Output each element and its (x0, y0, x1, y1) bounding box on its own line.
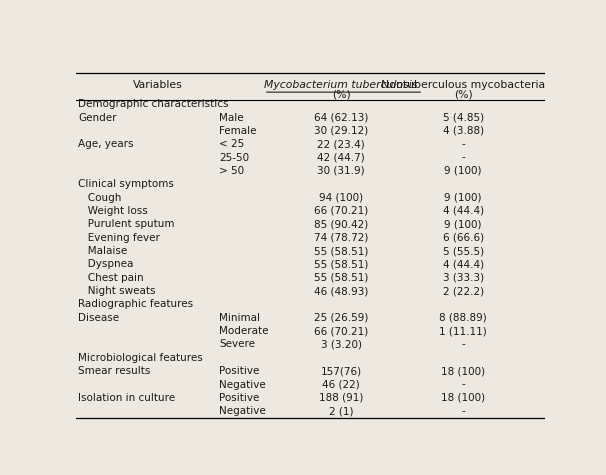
Text: Negative: Negative (219, 406, 266, 416)
Text: 42 (44.7): 42 (44.7) (317, 152, 365, 162)
Text: 55 (58.51): 55 (58.51) (314, 273, 368, 283)
Text: > 50: > 50 (219, 166, 244, 176)
Text: 6 (66.6): 6 (66.6) (442, 233, 484, 243)
Text: 8 (88.89): 8 (88.89) (439, 313, 487, 323)
Text: 22 (23.4): 22 (23.4) (317, 139, 365, 149)
Text: -: - (461, 380, 465, 390)
Text: Female: Female (219, 126, 256, 136)
Text: Cough: Cough (78, 193, 121, 203)
Text: 85 (90.42): 85 (90.42) (314, 219, 368, 229)
Text: (%): (%) (454, 89, 473, 99)
Text: Evening fever: Evening fever (78, 233, 160, 243)
Text: Clinical symptoms: Clinical symptoms (78, 179, 174, 189)
Text: Mycobacterium tuberculosis: Mycobacterium tuberculosis (264, 80, 418, 90)
Text: -: - (461, 406, 465, 416)
Text: 66 (70.21): 66 (70.21) (314, 206, 368, 216)
Text: 18 (100): 18 (100) (441, 393, 485, 403)
Text: Minimal: Minimal (219, 313, 260, 323)
Text: Moderate: Moderate (219, 326, 268, 336)
Text: 2 (22.2): 2 (22.2) (442, 286, 484, 296)
Text: Night sweats: Night sweats (78, 286, 156, 296)
Text: 9 (100): 9 (100) (444, 166, 482, 176)
Text: 74 (78.72): 74 (78.72) (314, 233, 368, 243)
Text: 9 (100): 9 (100) (444, 193, 482, 203)
Text: Radiographic features: Radiographic features (78, 299, 193, 309)
Text: Dyspnea: Dyspnea (78, 259, 133, 269)
Text: Disease: Disease (78, 313, 119, 323)
Text: Severe: Severe (219, 340, 255, 350)
Text: Positive: Positive (219, 366, 259, 376)
Text: Smear results: Smear results (78, 366, 150, 376)
Text: Isolation in culture: Isolation in culture (78, 393, 175, 403)
Text: 3 (3.20): 3 (3.20) (321, 340, 362, 350)
Text: 25 (26.59): 25 (26.59) (314, 313, 368, 323)
Text: -: - (461, 139, 465, 149)
Text: 66 (70.21): 66 (70.21) (314, 326, 368, 336)
Text: Purulent sputum: Purulent sputum (78, 219, 175, 229)
Text: 55 (58.51): 55 (58.51) (314, 246, 368, 256)
Text: 3 (33.3): 3 (33.3) (442, 273, 484, 283)
Text: 55 (58.51): 55 (58.51) (314, 259, 368, 269)
Text: 4 (3.88): 4 (3.88) (442, 126, 484, 136)
Text: Weight loss: Weight loss (78, 206, 148, 216)
Text: 4 (44.4): 4 (44.4) (442, 259, 484, 269)
Text: Malaise: Malaise (78, 246, 127, 256)
Text: 4 (44.4): 4 (44.4) (442, 206, 484, 216)
Text: Male: Male (219, 113, 244, 123)
Text: 64 (62.13): 64 (62.13) (314, 113, 368, 123)
Text: Demographic characteristics: Demographic characteristics (78, 99, 228, 109)
Text: Age, years: Age, years (78, 139, 133, 149)
Text: Gender: Gender (78, 113, 116, 123)
Text: 46 (22): 46 (22) (322, 380, 360, 390)
Text: -: - (461, 340, 465, 350)
Text: Positive: Positive (219, 393, 259, 403)
Text: 5 (4.85): 5 (4.85) (442, 113, 484, 123)
Text: 157(76): 157(76) (321, 366, 362, 376)
Text: 30 (29.12): 30 (29.12) (314, 126, 368, 136)
Text: 188 (91): 188 (91) (319, 393, 363, 403)
Text: 46 (48.93): 46 (48.93) (314, 286, 368, 296)
Text: 2 (1): 2 (1) (329, 406, 353, 416)
Text: < 25: < 25 (219, 139, 244, 149)
Text: 5 (55.5): 5 (55.5) (442, 246, 484, 256)
Text: Nontuberculous mycobacteria: Nontuberculous mycobacteria (381, 80, 545, 90)
Text: Chest pain: Chest pain (78, 273, 144, 283)
Text: Variables: Variables (133, 80, 183, 90)
Text: 25-50: 25-50 (219, 152, 249, 162)
Text: Microbiological features: Microbiological features (78, 353, 203, 363)
Text: 9 (100): 9 (100) (444, 219, 482, 229)
Text: (%): (%) (331, 89, 350, 99)
Text: 1 (11.11): 1 (11.11) (439, 326, 487, 336)
Text: 94 (100): 94 (100) (319, 193, 363, 203)
Text: 18 (100): 18 (100) (441, 366, 485, 376)
Text: Negative: Negative (219, 380, 266, 390)
Text: 30 (31.9): 30 (31.9) (318, 166, 365, 176)
Text: -: - (461, 152, 465, 162)
